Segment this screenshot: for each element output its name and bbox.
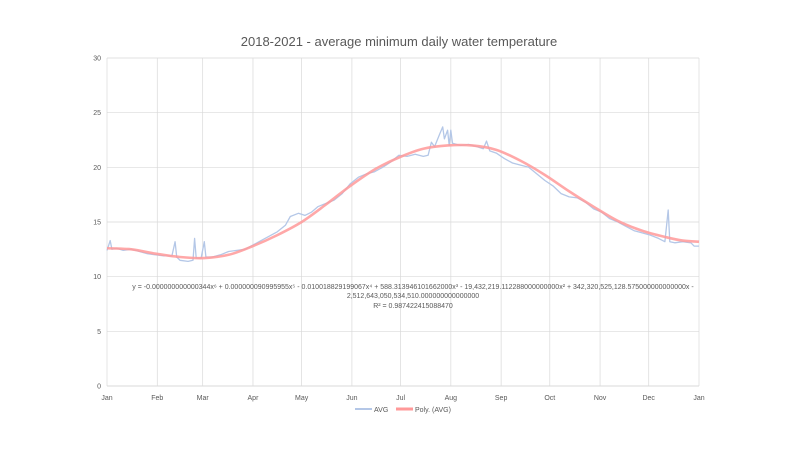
x-tick-label: Apr: [248, 395, 260, 402]
x-tick-label: Oct: [544, 395, 555, 402]
legend-label-poly: Poly. (AVG): [415, 407, 451, 414]
gridlines: [106, 57, 700, 387]
y-tick-label: 30: [93, 56, 101, 63]
x-tick-label: May: [295, 395, 309, 402]
y-tick-label: 0: [97, 384, 101, 391]
r-squared: R² = 0.987422415088470: [373, 303, 453, 310]
y-tick-label: 20: [93, 165, 101, 172]
x-tick-label: Sep: [495, 395, 508, 402]
x-tick-label: Aug: [445, 395, 458, 402]
x-tick-label: Jan: [101, 395, 112, 402]
chart-title: 2018-2021 - average minimum daily water …: [241, 34, 558, 49]
x-tick-label: Jul: [396, 395, 405, 402]
trendline-equation-line2: 2,512,643,050,534,510.000000000000000: [347, 293, 479, 300]
series-lines: [106, 126, 700, 263]
x-tick-label: Jan: [693, 395, 704, 402]
legend-label-avg: AVG: [374, 407, 388, 414]
poly-trendline: [106, 143, 700, 260]
y-axis: 0 5 10 15 20 25 30: [93, 56, 101, 391]
x-tick-label: Mar: [197, 395, 210, 402]
x-tick-label: Feb: [151, 395, 163, 402]
avg-series-line: [106, 126, 699, 263]
y-tick-label: 25: [93, 110, 101, 117]
x-axis: Jan Feb Mar Apr May Jun Jul Aug Sep Oct Nov Dec Jan: [101, 385, 705, 402]
x-tick-label: Jun: [346, 395, 357, 402]
x-tick-label: Dec: [642, 395, 655, 402]
y-tick-label: 10: [93, 274, 101, 281]
x-tick-label: Nov: [594, 395, 607, 402]
legend: AVG Poly. (AVG): [355, 407, 451, 414]
y-tick-label: 5: [97, 329, 101, 336]
trendline-equation: y = -0.000000000000344x⁶ + 0.00000009099…: [132, 284, 694, 291]
y-tick-label: 15: [93, 220, 101, 227]
